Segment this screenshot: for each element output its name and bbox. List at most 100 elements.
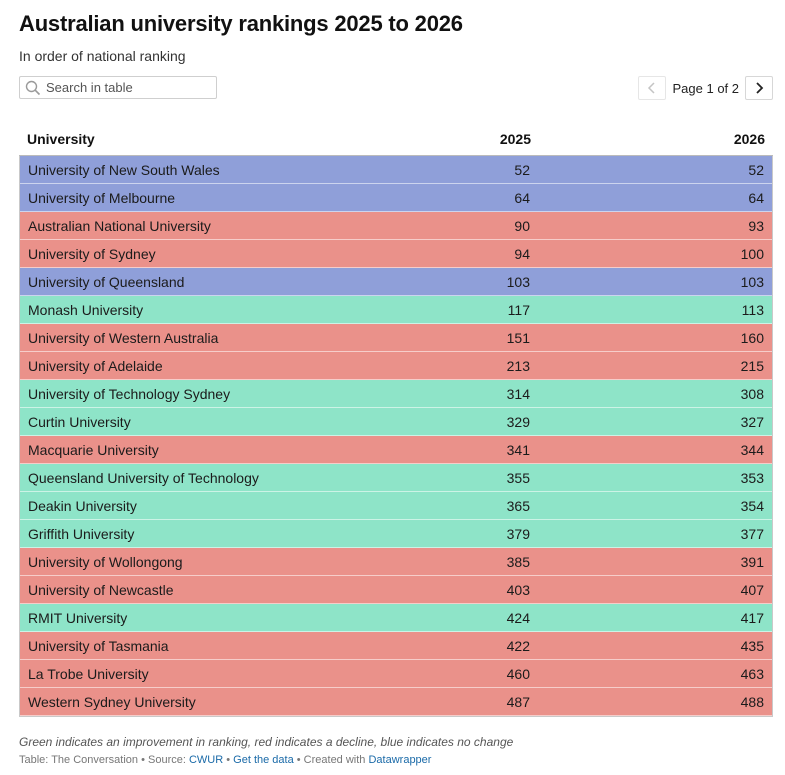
chevron-left-icon (647, 82, 655, 94)
rankings-table: University 2025 2026 University of New S… (19, 127, 773, 717)
cell-rank-2026: 407 (740, 582, 764, 598)
page-subtitle: In order of national ranking (19, 48, 186, 64)
cell-university: Australian National University (28, 218, 211, 234)
cell-rank-2026: 391 (740, 554, 764, 570)
footer-separator: • Created with (293, 754, 369, 766)
cell-rank-2025: 52 (514, 162, 530, 178)
cell-rank-2026: 354 (740, 498, 764, 514)
cell-rank-2025: 365 (506, 498, 530, 514)
cell-rank-2025: 460 (506, 666, 530, 682)
cell-rank-2025: 379 (506, 526, 530, 542)
column-header-university[interactable]: University (27, 131, 95, 147)
cell-university: University of Adelaide (28, 358, 163, 374)
cell-university: University of Queensland (28, 274, 185, 290)
cell-rank-2025: 487 (506, 694, 530, 710)
cell-rank-2025: 355 (506, 470, 530, 486)
search-input[interactable] (46, 78, 212, 97)
search-icon (25, 80, 41, 96)
cell-university: University of Technology Sydney (28, 386, 231, 402)
table-row: Deakin University 365 354 (20, 492, 772, 520)
table-body: University of New South Wales 52 52 Univers… (19, 156, 773, 717)
cell-university: University of Western Australia (28, 330, 219, 346)
table-row: Queensland University of Technology 355 35… (20, 464, 772, 492)
cell-rank-2026: 417 (740, 610, 764, 626)
cell-university: Griffith University (28, 526, 135, 542)
table-row: University of Technology Sydney 314 308 (20, 380, 772, 408)
cell-rank-2026: 113 (741, 302, 764, 318)
cell-rank-2025: 103 (506, 274, 530, 290)
previous-page-button[interactable] (637, 76, 666, 100)
cell-university: Monash University (28, 302, 144, 318)
cell-rank-2026: 215 (740, 358, 764, 374)
table-row: Curtin University 329 327 (20, 408, 772, 436)
table-row: Western Sydney University 487 488 (20, 688, 772, 716)
cell-rank-2026: 308 (740, 386, 764, 402)
cell-university: La Trobe University (28, 666, 149, 682)
search-box[interactable] (19, 76, 217, 99)
table-row: Macquarie University 341 344 (20, 436, 772, 464)
cell-rank-2026: 353 (740, 470, 764, 486)
cell-university: Deakin University (28, 498, 137, 514)
cell-university: University of Newcastle (28, 582, 174, 598)
table-row: Australian National University 90 93 (20, 212, 772, 240)
cell-university: Western Sydney University (28, 694, 196, 710)
cell-university: RMIT University (28, 610, 128, 626)
table-row: University of New South Wales 52 52 (20, 156, 772, 184)
table-row: Monash University 117 113 (20, 296, 772, 324)
cell-rank-2025: 90 (514, 218, 530, 234)
table-row: University of Tasmania 422 435 (20, 632, 772, 660)
column-header-2026[interactable]: 2026 (733, 131, 765, 147)
table-row: University of Adelaide 213 215 (20, 352, 772, 380)
table-row: University of Western Australia 151 160 (20, 324, 772, 352)
cell-rank-2026: 93 (748, 218, 764, 234)
pagination: Page 1 of 2 (637, 76, 773, 100)
cell-rank-2026: 463 (740, 666, 764, 682)
cell-rank-2025: 117 (507, 302, 530, 318)
table-row: University of Sydney 94 100 (20, 240, 772, 268)
cell-university: Queensland University of Technology (28, 470, 259, 486)
cell-university: Macquarie University (28, 442, 159, 458)
table-row: Griffith University 379 377 (20, 520, 772, 548)
cell-rank-2025: 422 (506, 638, 530, 654)
cell-university: Curtin University (28, 414, 131, 430)
table-header: University 2025 2026 (19, 127, 773, 156)
column-header-2025[interactable]: 2025 (499, 131, 531, 147)
cell-rank-2026: 103 (740, 274, 764, 290)
footer-credits: Table: The Conversation • Source: CWUR •… (19, 754, 431, 766)
page-title: Australian university rankings 2025 to 2… (19, 11, 463, 36)
cell-rank-2025: 94 (514, 246, 530, 262)
page-indicator: Page 1 of 2 (672, 80, 740, 96)
cell-rank-2025: 385 (506, 554, 530, 570)
table-row: La Trobe University 460 463 (20, 660, 772, 688)
cell-rank-2025: 64 (514, 190, 530, 206)
cell-university: University of Wollongong (28, 554, 183, 570)
cell-university: University of New South Wales (28, 162, 220, 178)
footer-prefix: Table: The Conversation • Source: (19, 754, 189, 766)
cell-rank-2026: 488 (740, 694, 764, 710)
cell-rank-2026: 435 (740, 638, 764, 654)
cell-rank-2026: 52 (748, 162, 764, 178)
table-row: University of Wollongong 385 391 (20, 548, 772, 576)
cell-rank-2025: 213 (506, 358, 530, 374)
cell-rank-2025: 151 (506, 330, 530, 346)
table-row: RMIT University 424 417 (20, 604, 772, 632)
chevron-right-icon (756, 82, 764, 94)
cell-rank-2026: 327 (740, 414, 764, 430)
cell-university: University of Sydney (28, 246, 156, 262)
table-row: University of Newcastle 403 407 (20, 576, 772, 604)
cell-rank-2026: 377 (740, 526, 764, 542)
table-row: University of Melbourne 64 64 (20, 184, 772, 212)
get-data-link[interactable]: Get the data (233, 754, 294, 766)
datawrapper-link[interactable]: Datawrapper (368, 754, 432, 766)
cell-rank-2026: 160 (740, 330, 764, 346)
cell-rank-2026: 344 (740, 442, 764, 458)
cell-rank-2025: 341 (506, 442, 530, 458)
cell-rank-2025: 314 (506, 386, 530, 402)
next-page-button[interactable] (745, 76, 773, 100)
color-legend-note: Green indicates an improvement in rankin… (19, 735, 514, 749)
cell-rank-2025: 403 (506, 582, 530, 598)
cell-rank-2026: 64 (748, 190, 764, 206)
cell-rank-2026: 100 (740, 246, 764, 262)
source-link[interactable]: CWUR (188, 754, 224, 766)
